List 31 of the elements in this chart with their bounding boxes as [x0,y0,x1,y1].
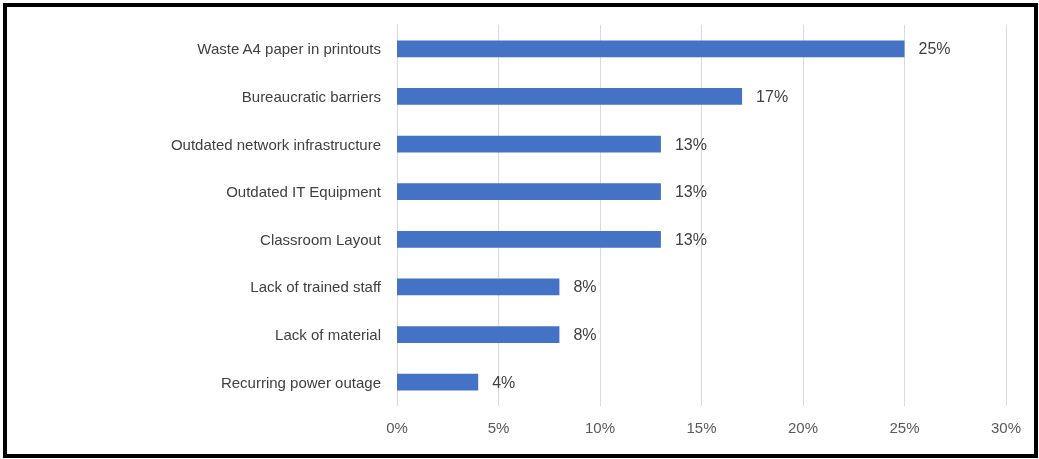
bar [397,183,661,201]
data-label: 17% [756,87,789,105]
data-label: 8% [573,278,597,296]
x-tick-label: 30% [990,419,1022,436]
bar [397,135,661,153]
data-label: 25% [918,40,951,58]
y-tick-label: Outdated IT Equipment [226,183,382,201]
bar [397,230,661,248]
x-tick-label: 0% [386,419,408,436]
bar [397,278,560,296]
data-label: 13% [674,183,707,201]
y-tick-label: Recurring power outage [220,373,381,391]
y-tick-label: Outdated network infrastructure [170,135,381,153]
bar [397,40,905,58]
x-tick-label: 20% [787,419,819,436]
bar [397,373,479,391]
x-tick-label: 25% [889,419,920,436]
y-tick-label: Bureaucratic barriers [241,87,381,105]
y-tick-label: Waste A4 paper in printouts [197,40,381,58]
x-tick-label: 10% [584,419,616,436]
data-label: 8% [573,326,597,344]
y-tick-label: Classroom Layout [260,230,382,248]
y-tick-label: Lack of trained staff [250,278,382,296]
data-label: 13% [674,135,707,153]
x-tick-label: 5% [487,419,510,436]
x-tick-label: 15% [686,419,717,436]
data-label: 13% [674,230,707,248]
bar [397,326,560,343]
bar [397,88,743,105]
y-tick-label: Lack of material [275,326,381,344]
data-label: 4% [492,373,516,391]
